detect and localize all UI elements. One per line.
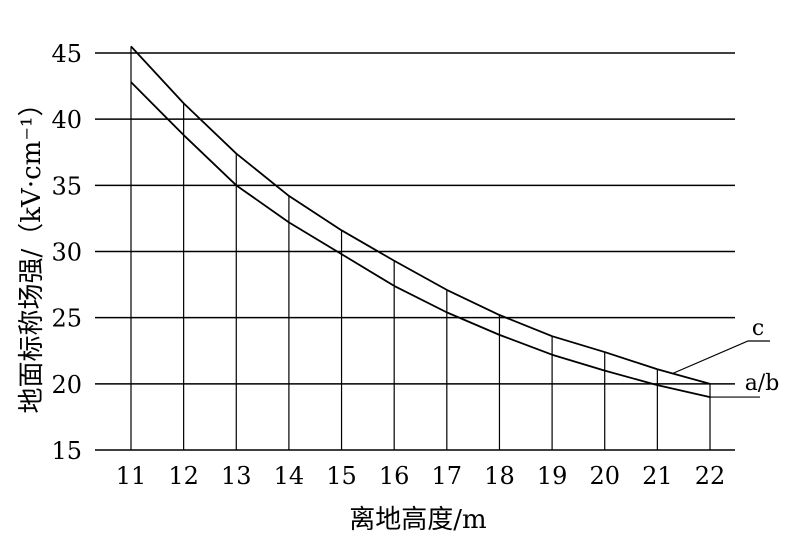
y-tick-label: 45 — [51, 40, 82, 68]
x-tick-label: 15 — [326, 462, 357, 490]
y-tick-labels: 15 20 25 30 35 40 45 — [51, 40, 82, 465]
x-tick-labels: 11 12 13 14 15 16 17 18 19 20 21 22 — [116, 462, 726, 490]
series-lines — [130, 45, 711, 398]
y-axis-title: 地面标称场强/（kV·cm⁻¹） — [17, 91, 47, 414]
x-tick-label: 11 — [116, 462, 147, 490]
series-label-c: c — [752, 316, 764, 341]
vertical-gridlines — [130, 46, 711, 450]
x-tick-label: 12 — [168, 462, 199, 490]
x-tick-label: 21 — [642, 462, 673, 490]
y-tick-label: 25 — [51, 305, 82, 333]
x-tick-label: 22 — [695, 462, 726, 490]
horizontal-gridlines — [95, 52, 735, 451]
series-line-a-b — [130, 81, 711, 398]
series-line-c — [130, 45, 711, 385]
series-label-leaders — [672, 340, 770, 398]
series-label-a-b: a/b — [745, 371, 780, 396]
series-labels: c a/b — [745, 316, 780, 396]
x-tick-label: 14 — [274, 462, 305, 490]
y-tick-label: 20 — [51, 371, 82, 399]
x-axis-title: 离地高度/m — [349, 505, 486, 535]
series-leader-c — [672, 340, 770, 374]
y-tick-label: 15 — [51, 437, 82, 465]
x-tick-label: 18 — [484, 462, 515, 490]
y-tick-label: 30 — [51, 239, 82, 267]
x-tick-label: 19 — [537, 462, 568, 490]
x-tick-label: 20 — [589, 462, 620, 490]
x-tick-label: 13 — [221, 462, 252, 490]
x-tick-label: 16 — [379, 462, 410, 490]
y-tick-label: 40 — [51, 106, 82, 134]
x-tick-label: 17 — [432, 462, 463, 490]
y-tick-label: 35 — [51, 172, 82, 200]
